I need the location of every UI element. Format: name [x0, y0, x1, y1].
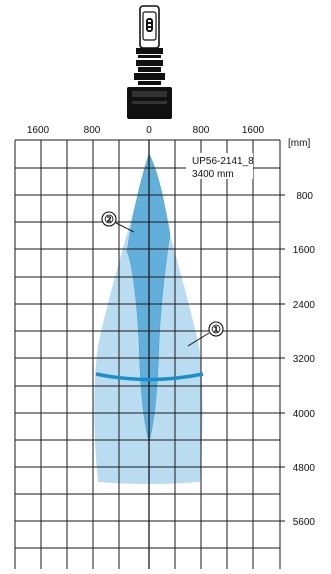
marker-one-leader — [187, 332, 210, 347]
axis-unit-label: [mm] — [288, 138, 310, 149]
y-tick-label-4800: 4800 — [293, 463, 316, 474]
x-tick-label-1600-left: 1600 — [27, 125, 50, 136]
x-tick-label-1600-right: 1600 — [242, 125, 265, 136]
x-tick-label-0: 0 — [146, 125, 152, 136]
x-tick-label-800-left: 800 — [84, 125, 101, 136]
y-tick-label-2400: 2400 — [293, 300, 316, 311]
marker-two-circle — [101, 211, 117, 227]
y-tick-label-5600: 5600 — [293, 517, 316, 528]
sensor-model-label: UP56-2141_8 — [192, 156, 254, 167]
y-tick-label-800: 800 — [296, 191, 313, 202]
marker-one-label: ① — [211, 324, 221, 336]
y-tick-label-1600: 1600 — [293, 245, 316, 256]
x-tick-label-800-right: 800 — [193, 125, 210, 136]
y-axis-ticks — [280, 194, 285, 522]
sensor-label-box — [186, 153, 253, 179]
sensor-range-label: 3400 mm — [192, 169, 234, 180]
y-tick-label-4000: 4000 — [293, 409, 316, 420]
marker-one-circle — [208, 321, 224, 337]
sensor-device-icon — [127, 5, 172, 119]
sensing-range-line — [95, 372, 204, 382]
y-tick-label-3200: 3200 — [293, 354, 316, 365]
marker-two-leader — [115, 222, 135, 233]
marker-two-label: ② — [104, 214, 114, 226]
